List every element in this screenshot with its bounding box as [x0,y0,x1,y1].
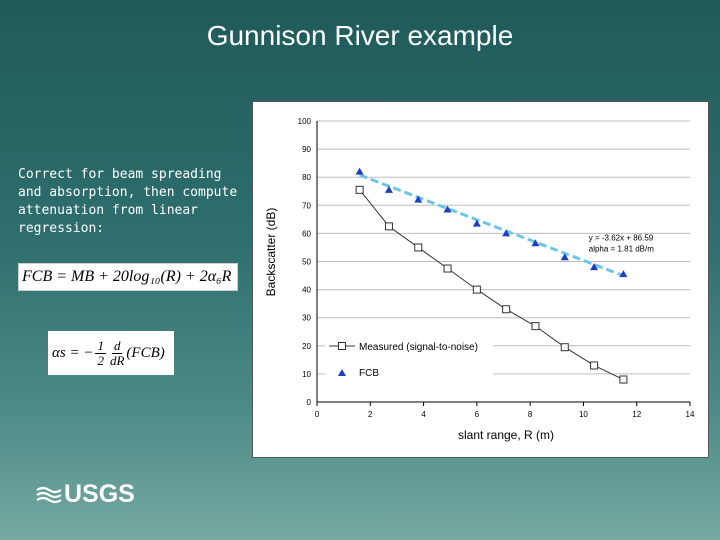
measured-point [502,305,511,314]
measured-series-line [359,189,624,380]
legend-box [325,331,493,387]
fcb-point [590,263,599,271]
backscatter-chart: Backscatter (dB) slant range, R (m) 0 10 2… [264,117,695,442]
measured-point [443,264,452,273]
y-tick-label: 10 [302,370,311,379]
usgs-logo-text: USGS [64,480,135,508]
legend-fcb-marker [338,369,346,376]
y-tick-label: 40 [302,286,311,295]
usgs-logo: USGS [36,480,135,509]
y-tick-label: 50 [302,258,311,267]
regression-annotation: y = -3.62x + 86.59 [589,233,654,242]
measured-point [560,343,569,352]
derivative-fraction: d dR [109,337,125,368]
x-tick-label: 14 [686,410,695,419]
fcb-point [560,253,569,261]
chart-panel: Backscatter (dB) slant range, R (m) 0 10 2… [252,101,709,458]
attenuation-lhs: αs = − [52,344,94,361]
legend-measured-marker [338,342,346,350]
x-tick-label: 10 [579,410,588,419]
y-axis-label: Backscatter (dB) [264,208,278,297]
measured-point [355,185,364,194]
y-tick-label: 100 [298,117,312,126]
y-tick-label: 60 [302,229,311,238]
fcb-point [384,185,393,193]
fcb-point [355,167,364,175]
measured-point [472,285,481,294]
y-tick-label: 0 [307,398,312,407]
fcb-point [619,270,628,278]
usgs-wave-icon [36,486,62,503]
measured-point [414,243,423,252]
fcb-point [531,239,540,247]
slide-title: Gunnison River example [206,20,514,51]
measured-point [619,375,628,384]
y-tick-label: 90 [302,145,311,154]
description-text: Correct for beam spreading and absorptio… [18,167,238,236]
y-tick-label: 80 [302,173,311,182]
y-tick-label: 70 [302,201,311,210]
x-axis-label: slant range, R (m) [458,428,554,442]
legend-measured-label: Measured (signal-to-noise) [359,342,478,353]
legend-fcb-label: FCB [359,368,379,379]
measured-point [531,322,540,331]
x-tick-label: 6 [475,410,480,419]
fcb-point [472,219,481,227]
x-tick-label: 2 [368,410,373,419]
y-tick-label: 20 [302,342,311,351]
measured-point [384,222,393,231]
regression-annotation: alpha = 1.81 dB/m [589,245,654,254]
x-tick-label: 0 [315,410,320,419]
measured-point [590,361,599,370]
fcb-equation: FCB = MB + 20log₁₀(R) + 2α₆R [18,263,238,291]
fcb-point [414,195,423,203]
fcb-trendline [359,173,624,278]
y-tick-label: 30 [302,314,311,323]
x-tick-label: 8 [528,410,533,419]
fcb-point [502,229,511,237]
fcb-term: (FCB) [126,344,165,361]
fcb-point [443,205,452,213]
x-tick-label: 12 [632,410,641,419]
x-tick-label: 4 [421,410,426,419]
